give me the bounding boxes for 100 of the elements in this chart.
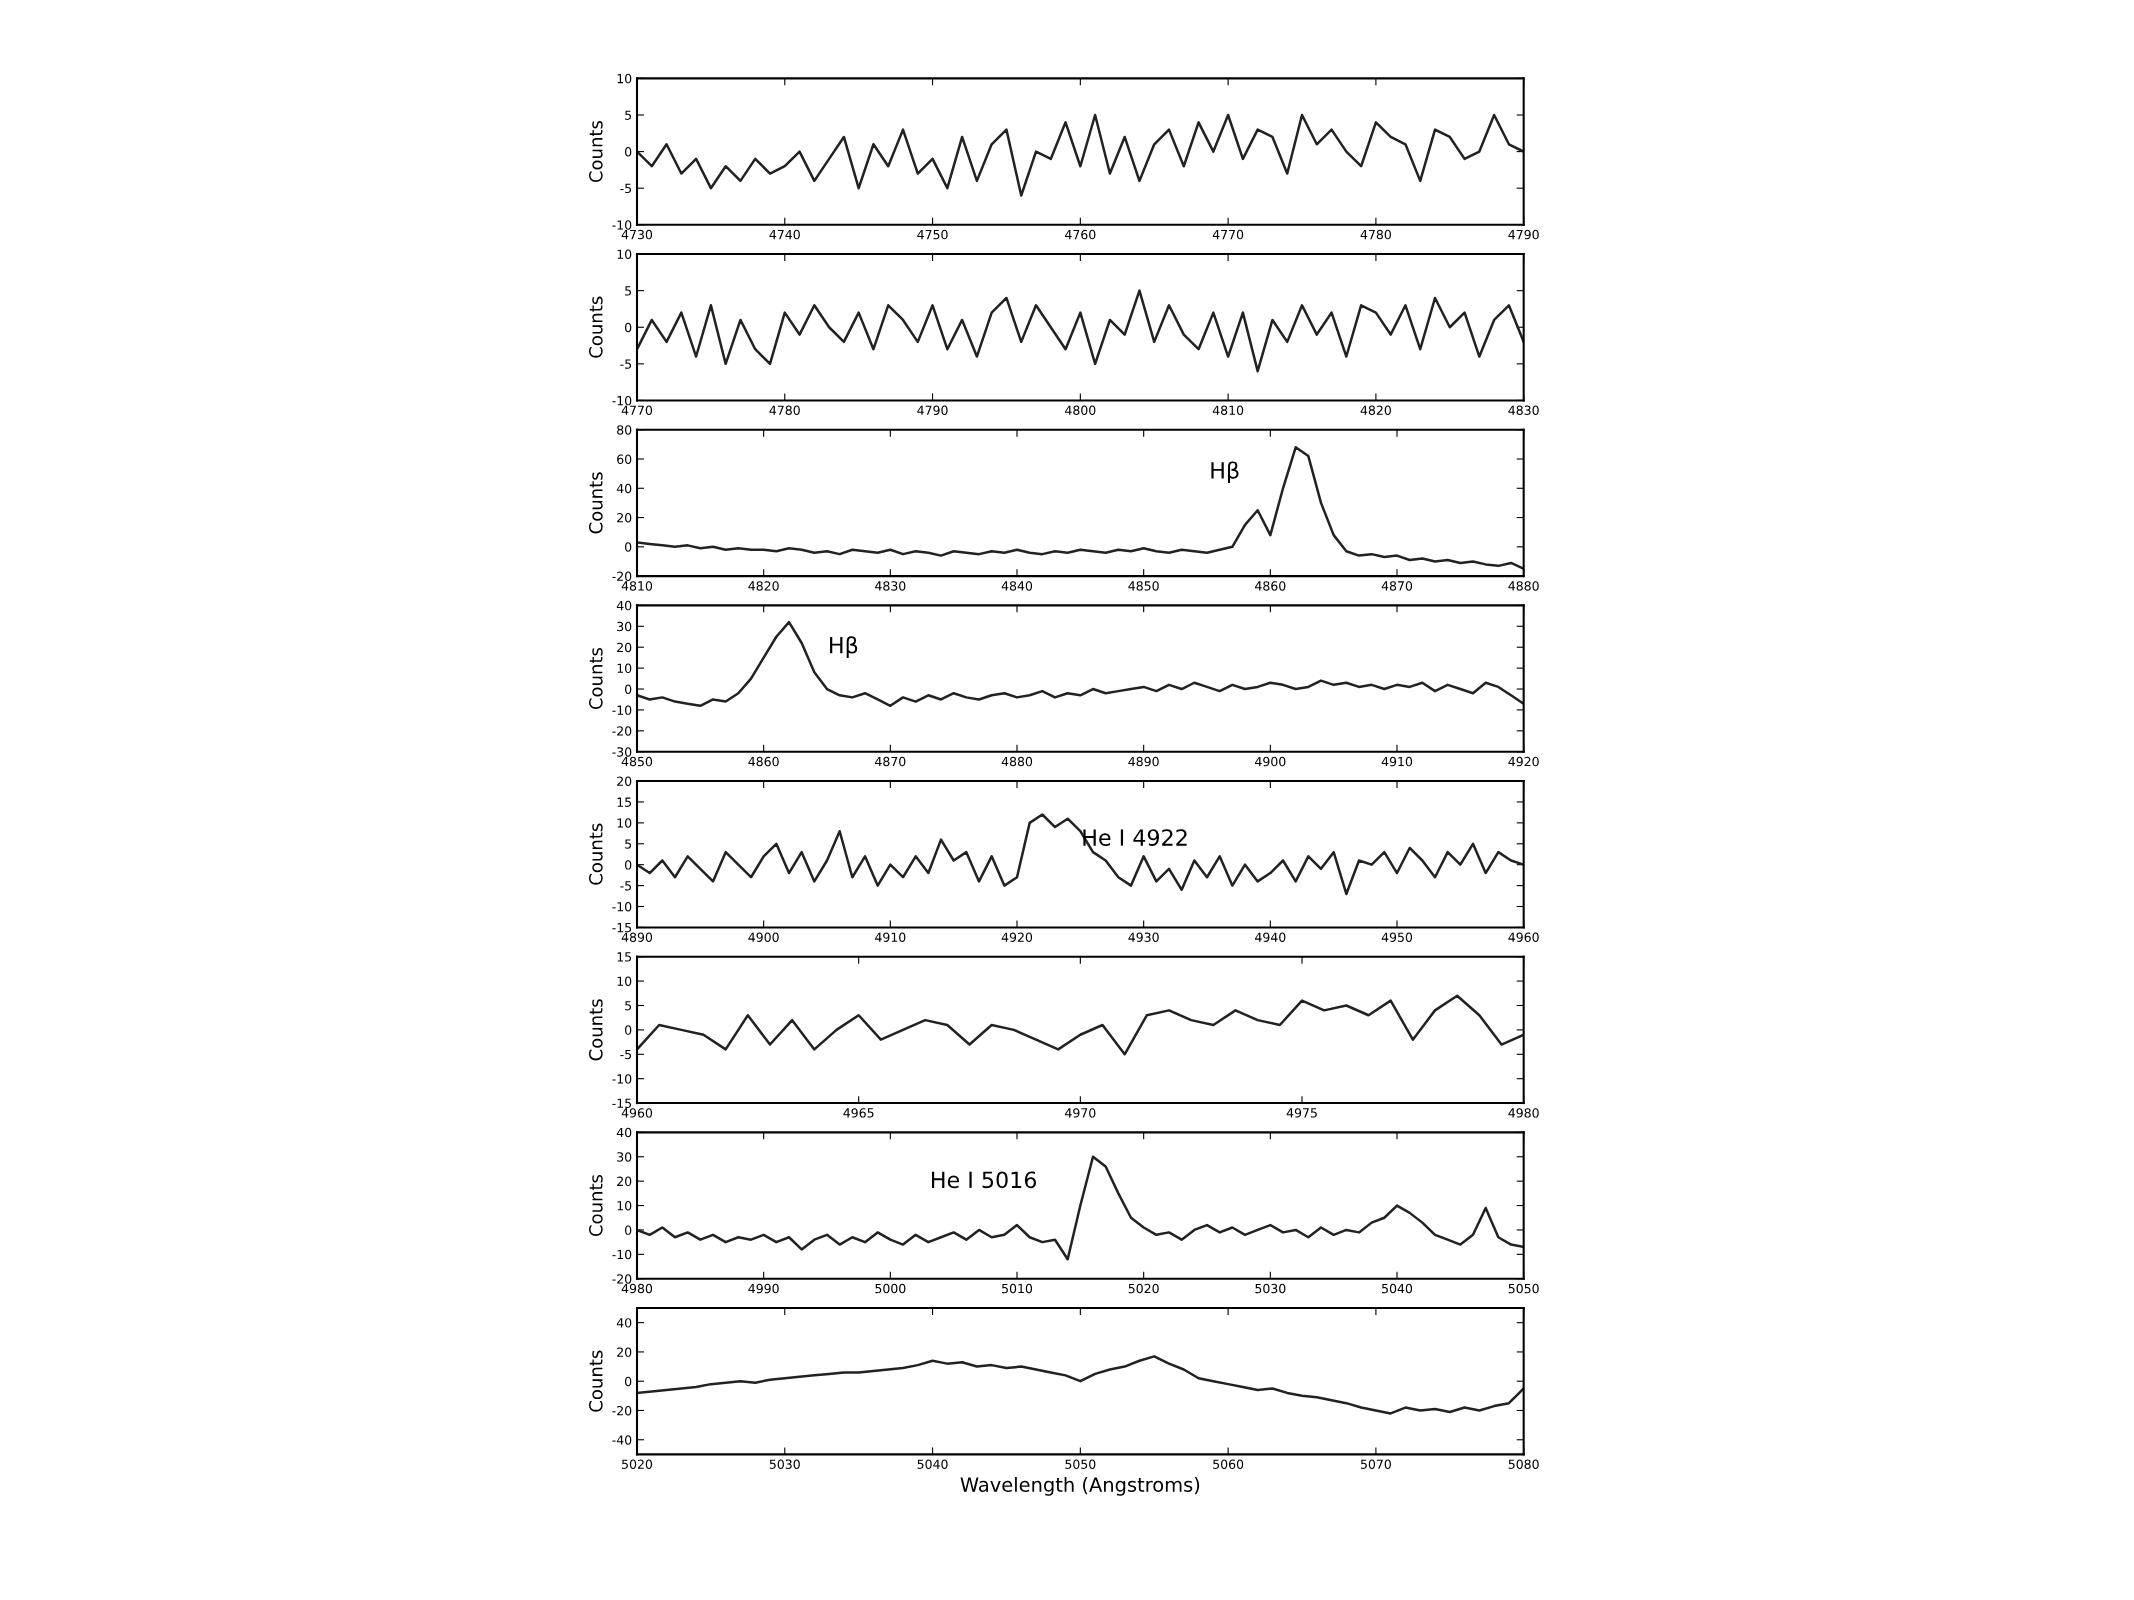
x-tick-label: 4830 [1508, 405, 1539, 415]
y-tick-label: -5 [620, 359, 632, 369]
x-tick-label: 4965 [843, 1108, 874, 1118]
y-tick-label: 30 [617, 1152, 632, 1162]
line-series [637, 620, 1524, 708]
y-tick-label: -10 [612, 220, 632, 230]
x-tick-label: 4940 [1255, 932, 1286, 942]
x-tick-label: 4830 [875, 581, 906, 591]
y-tick-label: 5 [625, 110, 632, 120]
x-tick-label: 4750 [917, 229, 948, 240]
y-tick-label: 40 [616, 1318, 632, 1328]
y-tick-label: -40 [612, 1435, 632, 1445]
y-tick-label: 60 [617, 454, 632, 464]
y-tick-label: -30 [612, 747, 632, 757]
y-tick-label: -5 [620, 881, 632, 891]
y-axis-title: Counts [589, 1350, 603, 1412]
y-tick-label: -20 [612, 1405, 632, 1416]
x-tick-label: 4860 [1255, 581, 1286, 591]
x-tick-label: 5020 [1128, 1283, 1159, 1294]
x-tick-label: 4780 [1360, 229, 1391, 240]
y-tick-label: 15 [617, 952, 632, 962]
y-tick-label: -20 [612, 726, 632, 736]
x-tick-label: 4980 [1508, 1108, 1539, 1118]
y-axis-title: Counts [589, 472, 603, 534]
y-tick-label: 10 [617, 1201, 632, 1211]
x-tick-label: 4890 [1128, 756, 1159, 767]
y-tick-label: 40 [616, 483, 632, 494]
x-tick-label: 5000 [875, 1283, 906, 1294]
x-tick-label: 4975 [1286, 1108, 1317, 1118]
y-tick-label: 20 [617, 1347, 632, 1357]
x-tick-label: 4900 [748, 932, 779, 942]
y-axis-title: Counts [589, 999, 603, 1061]
y-tick-label: -20 [612, 1274, 632, 1284]
y-tick-label: 10 [617, 73, 632, 84]
y-tick-label: 10 [617, 976, 632, 987]
x-tick-label: 5030 [769, 1459, 800, 1469]
x-tick-label: 4790 [1508, 229, 1539, 240]
y-tick-label: 10 [617, 249, 632, 259]
x-tick-label: 5040 [917, 1459, 948, 1469]
x-tick-label: 4850 [1128, 581, 1159, 591]
x-tick-label: 4950 [1381, 932, 1413, 942]
x-tick-label: 4790 [917, 405, 948, 415]
y-tick-label: 0 [625, 1376, 632, 1387]
x-tick-label: 4860 [748, 756, 779, 767]
x-tick-label: 4840 [1001, 581, 1033, 591]
x-tick-label: 5060 [1213, 1459, 1244, 1469]
line-series [637, 994, 1524, 1056]
x-tick-label: 4870 [1381, 581, 1413, 591]
x-tick-label: 5010 [1002, 1283, 1033, 1294]
x-tick-label: 4880 [1001, 756, 1033, 767]
y-tick-label: 5 [625, 286, 632, 296]
x-tick-label: 4970 [1065, 1108, 1096, 1118]
x-tick-label: 5020 [622, 1459, 653, 1469]
y-tick-label: 0 [625, 860, 632, 870]
x-tick-label: 4850 [621, 756, 653, 767]
line-series [637, 1155, 1524, 1261]
y-tick-label: 0 [625, 1225, 632, 1235]
x-tick-label: 5050 [1508, 1283, 1539, 1294]
x-tick-label: 4900 [1255, 756, 1286, 767]
y-tick-label: -5 [620, 1049, 632, 1060]
x-tick-label: 4920 [1508, 756, 1539, 767]
y-tick-label: 0 [625, 684, 632, 694]
x-tick-label: 4810 [621, 581, 653, 591]
x-tick-label: 4730 [621, 229, 653, 240]
y-tick-label: 0 [625, 1025, 632, 1035]
x-tick-label: 4960 [621, 1108, 653, 1118]
y-tick-label: 20 [617, 1176, 632, 1187]
y-tick-label: -10 [612, 395, 632, 406]
y-axis-title: Counts [589, 823, 603, 885]
y-tick-label: -15 [612, 923, 632, 933]
line-series [637, 813, 1524, 896]
x-tick-label: 4890 [621, 932, 653, 942]
y-tick-label: -10 [612, 1074, 632, 1084]
y-tick-label: 5 [625, 839, 632, 849]
y-tick-label: 0 [625, 322, 632, 333]
y-tick-label: 30 [617, 621, 632, 632]
y-tick-label: -15 [612, 1098, 632, 1109]
x-tick-label: 4820 [1360, 405, 1391, 415]
y-tick-label: 20 [617, 642, 632, 653]
y-axis-title: Counts [589, 647, 603, 710]
x-tick-label: 4780 [769, 405, 800, 415]
x-tick-label: 4740 [769, 229, 800, 240]
y-axis-title: Counts [589, 1174, 603, 1237]
x-tick-label: 5030 [1255, 1283, 1286, 1294]
x-tick-label: 4800 [1065, 405, 1096, 415]
x-tick-label: 4920 [1001, 932, 1033, 942]
y-tick-label: 0 [625, 542, 632, 552]
x-tick-label: 5040 [1382, 1283, 1413, 1294]
x-tick-label: 4770 [1212, 229, 1244, 240]
x-tick-label: 5070 [1360, 1459, 1391, 1469]
x-tick-label: 4980 [621, 1283, 653, 1294]
x-tick-label: 4910 [875, 932, 906, 942]
y-tick-label: 0 [625, 147, 632, 157]
x-tick-label: 4990 [748, 1283, 779, 1294]
y-tick-label: 10 [617, 663, 632, 674]
x-tick-label: 4820 [748, 581, 779, 591]
annotation: He I 5016 [932, 1171, 1037, 1189]
y-tick-label: 80 [617, 425, 632, 435]
y-tick-label: -10 [612, 901, 632, 912]
y-tick-label: 40 [616, 1127, 632, 1138]
